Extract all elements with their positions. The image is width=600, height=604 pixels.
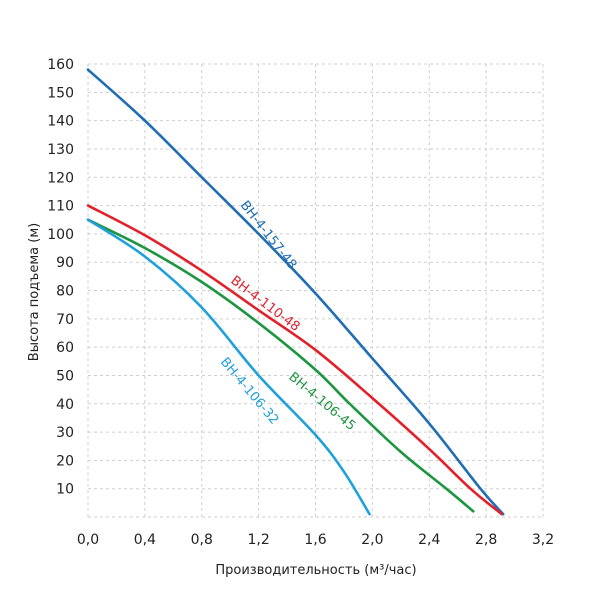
x-tick-label: 1,2	[247, 532, 269, 548]
series-line-bh-4-106-45	[86, 218, 475, 513]
y-tick-label: 70	[56, 312, 74, 328]
x-tick-label: 2,8	[475, 532, 497, 548]
x-tick-label: 3,2	[532, 532, 554, 548]
series-label: BH-4-157-48	[237, 198, 300, 272]
y-tick-label: 10	[56, 482, 74, 498]
y-tick-label: 160	[47, 57, 74, 73]
x-axis-ticks: 0,0 0,4 0,8 1,2 1,6 2,0 2,4 2,8 3,2	[77, 532, 554, 548]
x-tick-label: 0,8	[191, 532, 213, 548]
y-tick-label: 110	[47, 199, 74, 215]
series-curves	[86, 68, 505, 516]
y-tick-label: 50	[56, 368, 74, 384]
x-tick-label: 0,4	[134, 532, 156, 548]
series-label: BH-4-110-48	[228, 273, 303, 335]
y-tick-label: 30	[56, 425, 74, 441]
y-axis-label: Высота подъема (м)	[27, 223, 42, 361]
y-tick-label: 100	[47, 227, 74, 243]
y-tick-label: 80	[56, 284, 74, 300]
x-tick-label: 2,4	[418, 532, 440, 548]
series-line-bh-4-110-48	[86, 204, 504, 516]
grid	[87, 63, 544, 518]
y-tick-label: 60	[56, 340, 74, 356]
y-axis-ticks: 10 20 30 40 50 60 70 80 90 100 110 120 130 140 150 160	[47, 57, 74, 498]
y-tick-label: 150	[47, 85, 74, 101]
x-tick-label: 2,0	[361, 532, 383, 548]
y-tick-label: 120	[47, 170, 74, 186]
x-tick-label: 1,6	[304, 532, 326, 548]
x-axis-label: Производительность (м³/час)	[215, 563, 416, 578]
y-tick-label: 90	[56, 255, 74, 271]
series-line-bh-4-157-48	[86, 68, 505, 516]
y-tick-label: 40	[56, 397, 74, 413]
y-tick-label: 140	[47, 114, 74, 130]
y-tick-label: 130	[47, 142, 74, 158]
y-tick-label: 20	[56, 453, 74, 469]
x-tick-label: 0,0	[77, 532, 99, 548]
series-line-bh-4-106-32	[86, 218, 371, 516]
